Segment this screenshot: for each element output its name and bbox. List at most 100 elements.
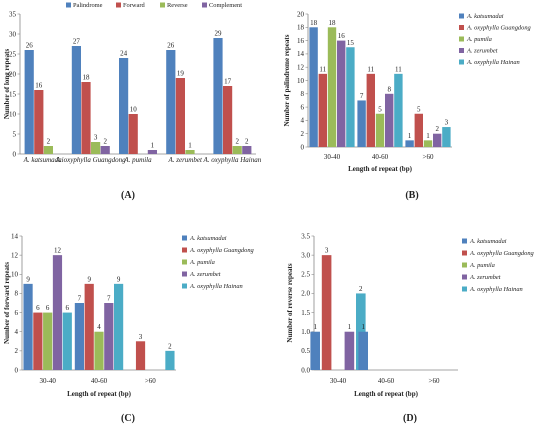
y-tick-label: 20 xyxy=(297,10,305,18)
data-label: 11 xyxy=(395,65,402,73)
x-tick-label: A. pumila xyxy=(123,156,152,164)
y-tick-label: 4 xyxy=(15,328,19,336)
y-tick-label: 0.5 xyxy=(301,347,310,355)
bar-red xyxy=(81,82,91,154)
y-tick-label: 15 xyxy=(9,90,17,98)
legend-label: Complement xyxy=(209,2,242,9)
legend-swatch xyxy=(182,247,187,253)
data-label: 2 xyxy=(235,138,239,146)
bar-blue xyxy=(24,50,34,154)
legend-swatch xyxy=(182,271,187,277)
bar-cyan xyxy=(114,283,124,370)
bar-blue xyxy=(213,38,223,154)
data-label: 7 xyxy=(107,295,111,303)
bar-purple xyxy=(147,150,157,154)
legend-swatch xyxy=(459,59,464,65)
bar-red xyxy=(223,86,233,154)
x-tick-label: A. oxyphylla Hainan xyxy=(203,156,262,164)
legend-swatch xyxy=(182,235,187,241)
x-tick-label: >60 xyxy=(145,377,156,385)
data-label: 9 xyxy=(117,275,121,283)
bar-blue xyxy=(358,331,368,370)
panel-label: (B) xyxy=(405,190,418,201)
legend-label: A. oxyphylla Hainan xyxy=(469,286,523,293)
data-label: 11 xyxy=(367,65,374,73)
data-label: 7 xyxy=(78,295,82,303)
panel-a: 0 5 10 15 20 25 30 35 Number of long repeats 26 16… xyxy=(3,2,262,201)
x-tick-label: A. katsumadai xyxy=(23,156,64,164)
y-tick-label: 12 xyxy=(11,251,19,259)
x-tick-label: 30-40 xyxy=(324,153,341,161)
bar-purple xyxy=(242,146,252,154)
data-label: 18 xyxy=(329,19,337,27)
legend-swatch xyxy=(459,25,464,30)
y-tick-label: 10 xyxy=(9,110,17,118)
data-label: 3 xyxy=(94,134,98,142)
legend-label: A. oxyphylla Hainan xyxy=(189,283,243,290)
bar-cyan xyxy=(165,350,175,370)
y-axis-label: Number of forward repeats xyxy=(3,262,11,344)
legend-label: A. zerumbet xyxy=(466,48,498,55)
data-label: 5 xyxy=(417,105,421,113)
bar-red xyxy=(135,341,146,370)
data-label: 15 xyxy=(347,39,355,47)
legend-label: A. zerumbet xyxy=(469,274,501,281)
y-tick-label: 5 xyxy=(13,130,17,138)
legend-label: A. katsumadai xyxy=(469,238,507,245)
x-tick-label: 40-60 xyxy=(372,153,389,161)
bar-cyan xyxy=(394,73,403,147)
legend-label: A. oxyphylla Guangdong xyxy=(469,250,535,257)
data-label: 3 xyxy=(139,333,143,341)
legend-swatch xyxy=(202,2,207,8)
data-label: 24 xyxy=(120,50,128,58)
data-label: 18 xyxy=(310,19,318,27)
data-label: 2 xyxy=(168,342,172,350)
data-label: 3 xyxy=(325,247,329,255)
y-axis-label: Number of palindrome repeats xyxy=(283,34,291,126)
bar-green xyxy=(375,113,385,147)
bar-red xyxy=(34,90,44,154)
y-tick-label: 2 xyxy=(15,347,19,355)
legend-label: Forward xyxy=(123,2,145,9)
legend-swatch xyxy=(462,286,467,292)
data-label: 16 xyxy=(338,32,346,40)
bar-green xyxy=(91,142,101,154)
y-tick-label: 18 xyxy=(297,24,305,32)
bar-red xyxy=(366,73,375,147)
y-tick-label: 3.5 xyxy=(301,232,310,240)
data-label: 10 xyxy=(130,106,138,114)
y-tick-label: 14 xyxy=(11,232,19,240)
y-tick-label: 8 xyxy=(301,90,305,98)
data-label: 9 xyxy=(87,275,91,283)
legend-swatch xyxy=(462,262,467,268)
y-tick-label: 2.0 xyxy=(301,290,310,298)
x-axis-label: Length of repeat (bp) xyxy=(67,390,132,398)
bar-green xyxy=(327,27,337,147)
y-tick-label: 30 xyxy=(9,30,17,38)
bar-green xyxy=(232,146,242,154)
data-label: 2 xyxy=(47,138,51,146)
panel-d: 0.0 0.5 1.0 1.5 2.0 2.5 3.0 3.5 Number of revers… xyxy=(286,232,535,424)
data-label: 27 xyxy=(73,38,81,46)
bar-purple xyxy=(344,331,355,370)
data-label: 2 xyxy=(103,138,107,146)
legend-label: A. katsumadai xyxy=(466,13,504,20)
legend-label: A. pumila xyxy=(469,262,495,269)
bar-blue xyxy=(309,27,318,147)
bar-red xyxy=(84,283,94,370)
bar-green xyxy=(43,312,53,370)
bar-green xyxy=(423,140,433,147)
data-label: 17 xyxy=(224,78,232,86)
data-label: 1 xyxy=(348,323,352,331)
legend-swatch xyxy=(459,48,464,53)
x-tick-label: >60 xyxy=(429,377,440,385)
legend-swatch xyxy=(459,13,464,19)
data-label: 1 xyxy=(426,132,430,140)
bar-blue xyxy=(71,46,81,154)
x-axis-label: Length of repeat (bp) xyxy=(348,165,413,173)
data-label: 12 xyxy=(54,247,62,255)
data-label: 6 xyxy=(66,304,70,312)
